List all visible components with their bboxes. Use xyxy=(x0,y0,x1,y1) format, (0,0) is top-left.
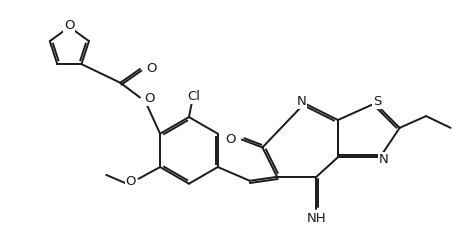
Text: Cl: Cl xyxy=(188,90,200,103)
Text: O: O xyxy=(144,92,154,105)
Text: O: O xyxy=(226,133,236,146)
Text: S: S xyxy=(373,95,381,108)
Text: O: O xyxy=(125,175,136,188)
Text: O: O xyxy=(146,62,157,75)
Text: N: N xyxy=(379,153,389,166)
Text: O: O xyxy=(64,19,75,32)
Text: NH: NH xyxy=(306,212,326,226)
Text: N: N xyxy=(297,95,306,108)
